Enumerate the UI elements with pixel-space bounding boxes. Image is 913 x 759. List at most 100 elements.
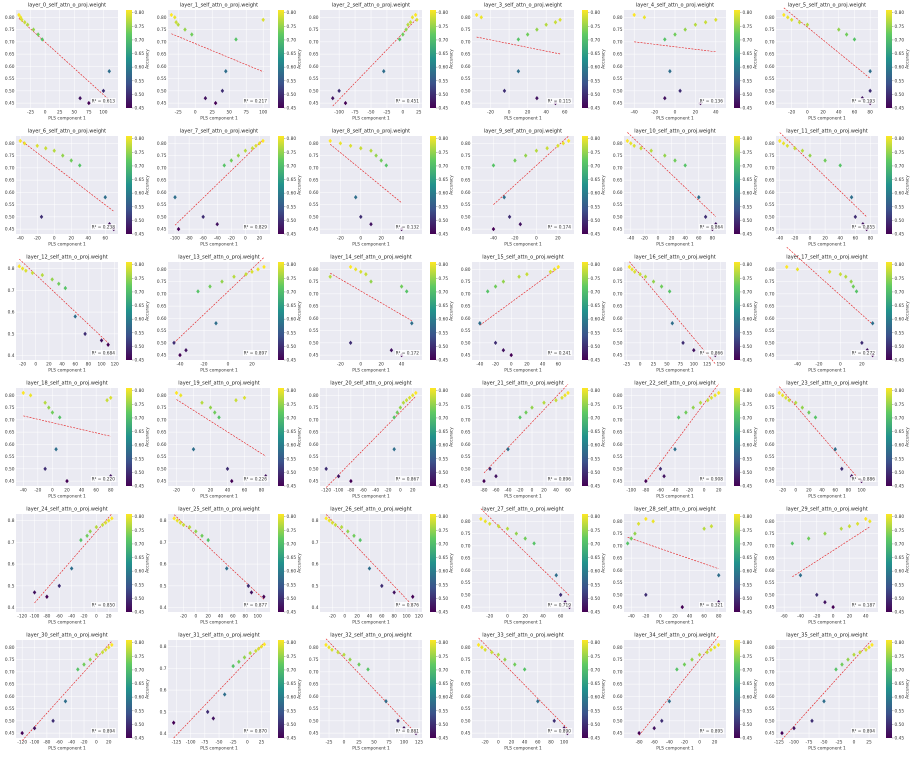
point	[556, 264, 561, 270]
y-tick-label: 0.60	[157, 316, 167, 322]
y-tick-label: 0.80	[461, 141, 471, 147]
point	[501, 279, 506, 284]
colorbar-tick-label: 0.65	[743, 429, 753, 435]
x-tick-label: 80	[391, 614, 397, 620]
x-tick-label: -20	[384, 488, 391, 494]
point	[548, 269, 553, 274]
subplot: -25 0 25 50 75 100 125 150 0.45 0.50 0.55 0.60 0.65 0…	[613, 255, 759, 374]
annotation: R² = 0.908	[700, 477, 724, 483]
plot-area	[472, 136, 574, 234]
point	[554, 573, 559, 578]
point	[837, 27, 841, 32]
colorbar-tick-label: 0.65	[895, 51, 905, 57]
colorbar-tick-label: 0.60	[591, 569, 601, 575]
x-tick-label: 0	[809, 236, 812, 242]
point	[78, 96, 82, 101]
subplot: -120 -100 -80 -60 -40 -20 0 20 0.4 0.5 0.6 0.7 0.8 la…	[8, 507, 151, 626]
x-tick-label: 25	[356, 740, 362, 746]
x-tick-label: 50	[664, 362, 670, 368]
x-tick-label: 40	[225, 488, 231, 494]
x-tick-label: 100	[560, 740, 568, 746]
fit-line	[176, 399, 266, 457]
colorbar-tick-label: 0.70	[591, 415, 601, 421]
y-tick-label: 0.65	[613, 430, 623, 436]
colorbar-tick-label: 0.55	[591, 78, 601, 84]
chart-title: layer_1_self_attn_o_proj.weight	[180, 3, 258, 9]
colorbar-label: Accuracy	[145, 679, 151, 699]
point	[868, 69, 872, 74]
colorbar-tick-label: 0.55	[287, 456, 297, 462]
colorbar-tick-label: 0.55	[743, 456, 753, 462]
y-tick-label: 0.50	[309, 88, 319, 94]
y-tick-label: 0.50	[309, 214, 319, 220]
point	[65, 478, 69, 484]
subplot: -40 -20 0 20 0.45 0.50 0.55 0.60 0.65 0.70 0.75 0.8…	[765, 246, 911, 374]
point	[496, 524, 501, 529]
point	[399, 284, 404, 289]
chart-title: layer_7_self_attn_o_proj.weight	[180, 129, 258, 135]
y-tick-label: 0.65	[157, 178, 167, 184]
y-tick-label: 0.75	[157, 405, 167, 411]
point	[40, 37, 44, 42]
x-tick-label: -40	[17, 236, 24, 242]
point	[404, 398, 409, 403]
y-tick-label: 0.45	[461, 731, 471, 737]
x-tick-label: 0	[359, 236, 362, 242]
x-tick-label: 20	[525, 110, 531, 116]
subplot: -40 -20 0 20 40 0.45 0.50 0.55 0.60 0.65 0.70 0.75 0…	[613, 3, 759, 122]
colorbar-tick-label: 0.60	[895, 695, 905, 701]
x-tick-label: 60	[242, 488, 248, 494]
point	[789, 17, 794, 22]
y-tick-label: 0.65	[765, 556, 775, 562]
colorbar-tick-label: 0.50	[895, 596, 905, 602]
point	[644, 592, 648, 598]
annotation: R² = 0.115	[548, 99, 572, 105]
x-tick-label: 20	[208, 488, 214, 494]
colorbar-tick-label: 0.65	[895, 303, 905, 309]
subplot: -20 0 20 40 0.45 0.50 0.55 0.60 0.65 0.70 0.75 0.80…	[309, 255, 455, 374]
point	[840, 466, 844, 472]
y-tick-label: 0.60	[461, 694, 471, 700]
x-tick-label: 0	[839, 362, 842, 368]
point	[364, 272, 368, 277]
y-tick-label: 0.55	[613, 328, 623, 334]
x-tick-label: 20	[509, 740, 515, 746]
y-tick-label: 0.65	[765, 430, 775, 436]
x-tick-label: 0	[531, 488, 534, 494]
point	[63, 285, 68, 291]
x-axis-label: PLS component 1	[656, 620, 694, 626]
y-tick-label: 0.45	[5, 479, 15, 485]
chart-title: layer_3_self_attn_o_proj.weight	[484, 3, 562, 9]
colorbar-label: Accuracy	[601, 49, 607, 69]
y-tick-label: 0.70	[309, 39, 319, 45]
annotation: R² = 0.136	[700, 99, 724, 105]
colorbar-label: Accuracy	[449, 301, 455, 321]
y-tick-label: 0.75	[613, 531, 623, 537]
plot-area	[16, 136, 118, 234]
x-axis-label: PLS component 1	[352, 242, 390, 248]
point	[244, 272, 248, 277]
point	[43, 400, 47, 405]
x-tick-label: 0	[343, 740, 346, 746]
colorbar-tick-label: 0.80	[287, 136, 297, 142]
point	[632, 143, 636, 148]
colorbar-tick-label: 0.50	[287, 470, 297, 476]
colorbar-tick-label: 0.60	[743, 569, 753, 575]
x-tick-label: 0	[853, 740, 856, 746]
point	[566, 138, 571, 144]
y-tick-label: 0.45	[309, 101, 319, 107]
colorbar-tick-label: 0.50	[591, 596, 601, 602]
annotation-box	[699, 224, 724, 230]
y-tick-label: 0.45	[309, 353, 319, 359]
point	[673, 158, 677, 163]
point	[851, 284, 856, 289]
y-tick-label: 0.70	[613, 669, 623, 675]
colorbar	[430, 640, 436, 738]
subplot: -25 0 25 50 75 100 0.45 0.50 0.55 0.60 0.65 0.70 0.7…	[157, 3, 303, 122]
y-tick-label: 0.75	[765, 405, 775, 411]
chart-title: layer_14_self_attn_o_proj.weight	[330, 255, 412, 261]
point	[401, 32, 405, 37]
point	[822, 699, 826, 704]
annotation: R² = 0.829	[244, 225, 268, 231]
